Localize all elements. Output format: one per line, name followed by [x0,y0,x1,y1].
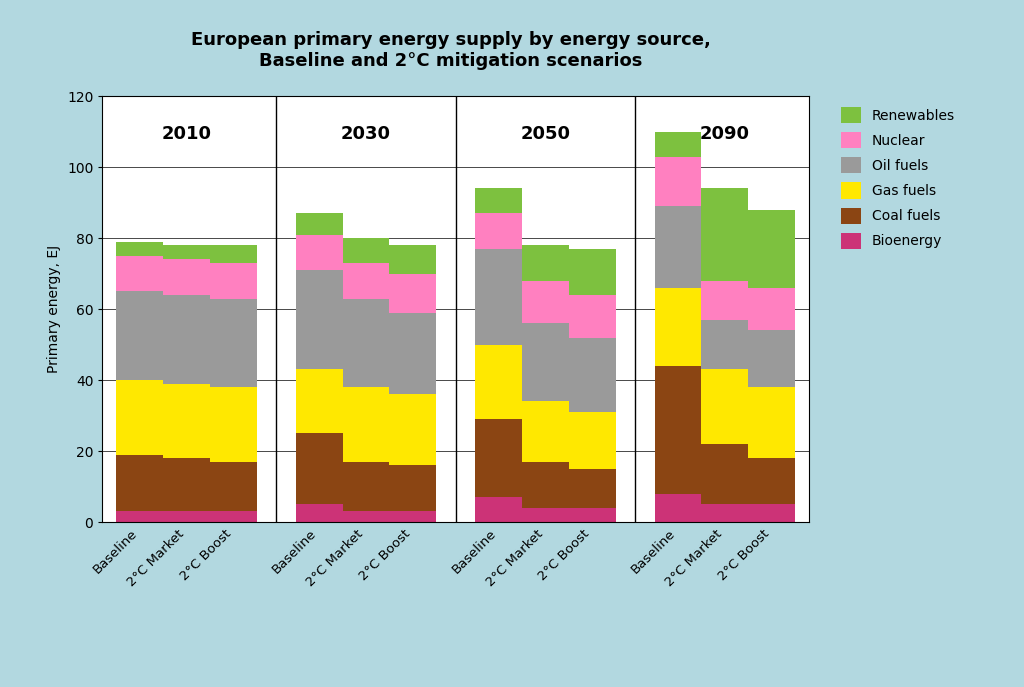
Bar [654,494,701,522]
Bar [163,458,210,511]
Bar [389,394,436,465]
Bar [654,206,701,288]
Bar [522,281,568,324]
Bar [117,455,163,511]
Bar [568,337,615,412]
Bar [654,157,701,206]
Bar [296,504,343,522]
Bar [343,238,389,263]
Bar [210,298,257,387]
Text: European primary energy supply by energy source,
Baseline and 2°C mitigation sce: European primary energy supply by energy… [190,31,711,69]
Bar [654,366,701,494]
Bar [701,444,749,504]
Bar [117,242,163,256]
Bar [163,511,210,522]
Bar [701,504,749,522]
Bar [475,345,522,419]
Bar [475,249,522,345]
Bar [296,433,343,504]
Bar [296,214,343,235]
Bar [522,401,568,462]
Bar [210,245,257,263]
Bar [475,188,522,213]
Bar [389,245,436,273]
Bar [522,508,568,522]
Bar [389,313,436,394]
Bar [117,291,163,380]
Bar [701,188,749,281]
Bar [296,235,343,270]
Text: 2030: 2030 [341,124,391,143]
Bar [522,324,568,401]
Bar [163,383,210,458]
Bar [701,370,749,444]
Bar [522,245,568,281]
Bar [296,270,343,370]
Bar [749,504,795,522]
Bar [749,288,795,330]
Bar [296,370,343,433]
Bar [749,210,795,288]
Bar [701,281,749,319]
Bar [475,419,522,497]
Bar [210,263,257,298]
Bar [654,288,701,366]
Bar [343,298,389,387]
Bar [475,213,522,249]
Bar [210,511,257,522]
Text: 2010: 2010 [162,124,212,143]
Bar [568,249,615,295]
Bar [389,511,436,522]
Bar [749,387,795,458]
Bar [163,260,210,295]
Bar [749,330,795,387]
Bar [117,256,163,291]
Bar [654,132,701,157]
Bar [701,320,749,370]
Bar [568,508,615,522]
Text: 2050: 2050 [520,124,570,143]
Bar [568,295,615,337]
Bar [210,387,257,462]
Bar [568,412,615,469]
Bar [343,387,389,462]
Bar [117,511,163,522]
Bar [389,465,436,511]
Bar [522,462,568,508]
Bar [343,511,389,522]
Bar [163,245,210,260]
Bar [210,462,257,511]
Y-axis label: Primary energy, EJ: Primary energy, EJ [47,245,61,373]
Bar [389,273,436,313]
Text: 2090: 2090 [699,124,750,143]
Bar [749,458,795,504]
Bar [568,469,615,508]
Legend: Renewables, Nuclear, Oil fuels, Gas fuels, Coal fuels, Bioenergy: Renewables, Nuclear, Oil fuels, Gas fuel… [837,103,959,253]
Bar [117,380,163,455]
Bar [163,295,210,383]
Bar [343,263,389,298]
Bar [475,497,522,522]
Bar [343,462,389,511]
